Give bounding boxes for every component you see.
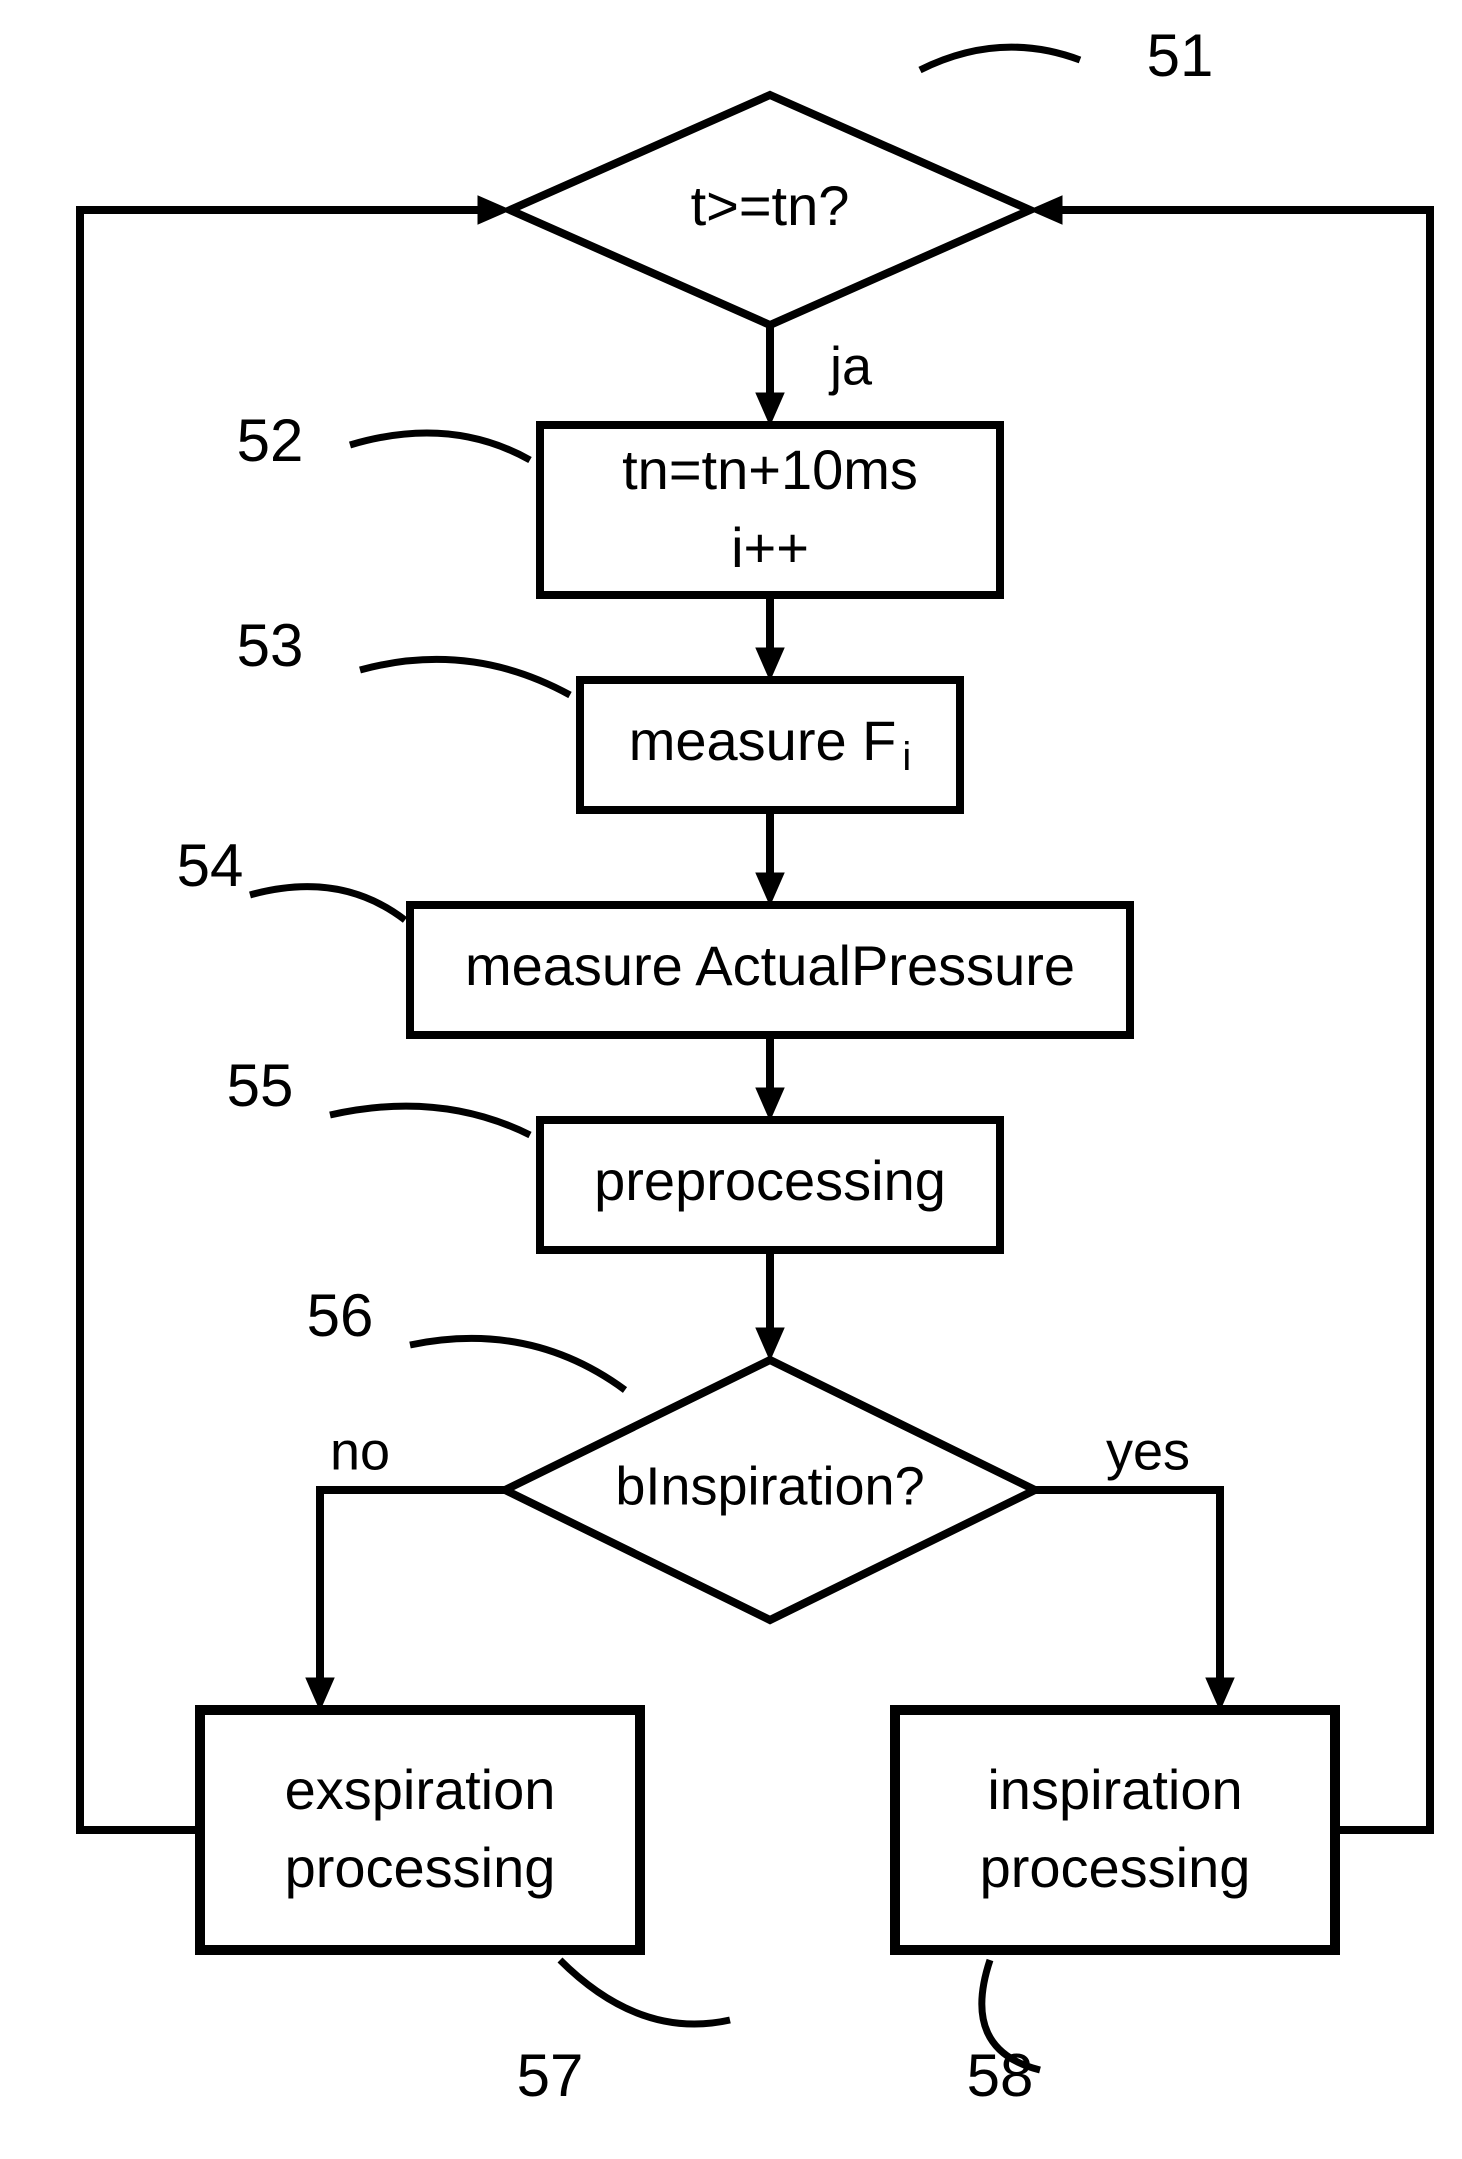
node-n53: measure Fi 53 [237,612,960,810]
callout-number: 52 [237,407,304,474]
edge-label: no [330,1421,390,1481]
callout-number: 53 [237,612,304,679]
node-n56: bInspiration? 56 [307,1282,1035,1620]
node-n51: t>=tn? 51 [510,22,1213,325]
node-label: tn=tn+10ms [622,438,918,501]
callout-number: 51 [1147,22,1214,89]
node-label: processing [980,1836,1251,1899]
node-label: preprocessing [594,1149,946,1212]
callout-curve [560,1960,730,2024]
node-n52: tn=tn+10ms i++ 52 [237,407,1000,595]
node-n54: measure ActualPressure 54 [177,832,1130,1035]
node-label: t>=tn? [691,174,850,237]
node-label: i++ [731,516,809,579]
edge [320,1490,505,1691]
edge-label: yes [1106,1421,1190,1481]
callout-number: 55 [227,1052,294,1119]
edge [1035,1490,1220,1691]
node-n55: preprocessing 55 [227,1052,1000,1250]
node-label: bInspiration? [615,1456,924,1516]
node-n58: inspiration processing 58 [895,1710,1335,2109]
callout-curve [350,433,530,460]
node-label: measure Fi [629,709,912,779]
node-label: inspiration [987,1758,1242,1821]
callout-number: 57 [517,2042,584,2109]
node-label: measure ActualPressure [465,934,1075,997]
callout-number: 58 [967,2042,1034,2109]
callout-curve [250,887,405,920]
callout-curve [920,47,1080,70]
node-label: processing [285,1836,556,1899]
callout-number: 54 [177,832,244,899]
flowchart-canvas: ja no yes t>=tn? 51 tn=tn+10ms i++ 52 measure Fi… [0,0,1462,2159]
callout-curve [410,1338,625,1390]
node-label: exspiration [285,1758,556,1821]
callout-number: 56 [307,1282,374,1349]
callout-curve [330,1106,530,1135]
node-n57: exspiration processing 57 [200,1710,730,2109]
callout-curve [360,659,570,695]
edge-label: ja [828,336,873,396]
